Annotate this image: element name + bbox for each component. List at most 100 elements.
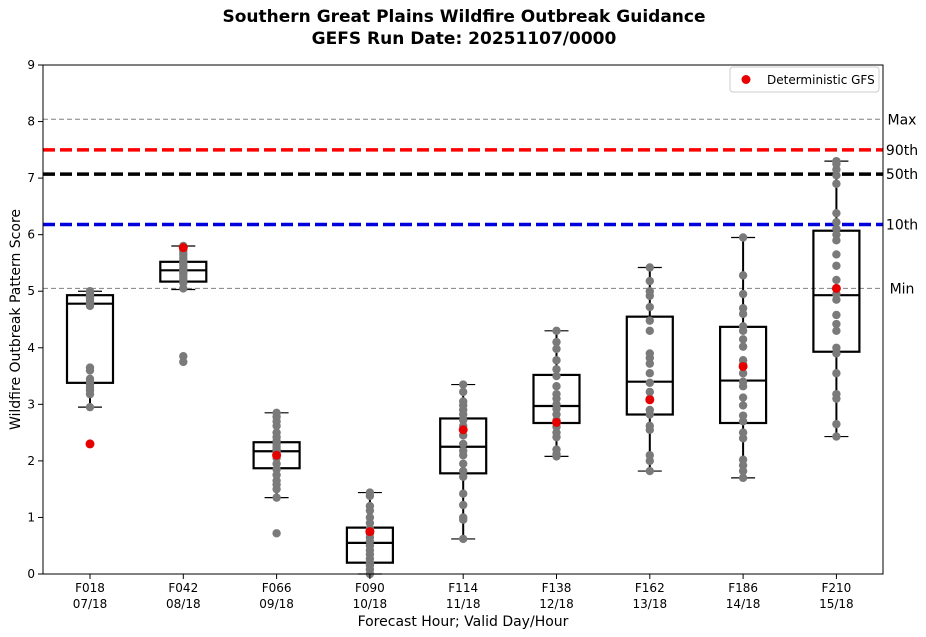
ensemble-point-f162 — [645, 291, 654, 300]
x-tick-label-valid: 13/18 — [633, 597, 668, 611]
deterministic-gfs-point-f186 — [738, 361, 748, 371]
ensemble-point-f186 — [738, 335, 748, 344]
legend-deterministic-marker — [741, 75, 751, 84]
deterministic-gfs-point-f018 — [85, 439, 95, 449]
ensemble-point-f210 — [832, 369, 841, 378]
ensemble-point-f114 — [459, 472, 468, 481]
chart-title: Southern Great Plains Wildfire Outbreak … — [223, 7, 706, 27]
ensemble-point-f066 — [272, 421, 281, 431]
reference-label-90th: 90th — [886, 143, 918, 159]
ensemble-point-f138 — [552, 337, 561, 347]
ensemble-point-f210 — [832, 349, 841, 358]
ensemble-point-f018 — [85, 389, 95, 399]
ensemble-point-f186 — [738, 466, 748, 476]
deterministic-gfs-point-f210 — [831, 283, 841, 293]
x-tick-label-hour: F042 — [168, 581, 198, 595]
y-tick-label: 1 — [27, 510, 35, 524]
ensemble-point-f210 — [832, 419, 841, 429]
ensemble-point-f210 — [832, 236, 841, 245]
ensemble-point-f186 — [738, 473, 748, 483]
ensemble-point-f186 — [738, 271, 748, 280]
ensemble-point-f042 — [179, 357, 188, 367]
deterministic-gfs-point-f066 — [272, 450, 282, 460]
x-axis-label: Forecast Hour; Valid Day/Hour — [358, 614, 569, 630]
reference-label-min: Min — [890, 281, 915, 297]
ensemble-point-f210 — [832, 261, 841, 270]
ensemble-point-f138 — [552, 356, 561, 365]
y-tick-label: 4 — [27, 341, 35, 355]
ensemble-point-f210 — [832, 432, 841, 441]
y-tick-label: 5 — [27, 284, 35, 298]
ensemble-point-f066 — [272, 529, 281, 538]
ensemble-point-f114 — [459, 387, 468, 397]
ensemble-point-f114 — [459, 459, 468, 468]
ensemble-point-f114 — [459, 380, 468, 389]
ensemble-point-f210 — [832, 179, 841, 188]
ensemble-point-f186 — [738, 382, 748, 391]
ensemble-point-f210 — [832, 326, 841, 336]
ensemble-point-f114 — [459, 439, 468, 449]
ensemble-point-f018 — [85, 301, 95, 311]
reference-label-50th: 50th — [886, 167, 918, 183]
ensemble-point-f186 — [738, 393, 748, 402]
ensemble-point-f186 — [738, 417, 748, 426]
deterministic-gfs-point-f090 — [365, 527, 375, 537]
x-tick-label-valid: 14/18 — [726, 597, 761, 611]
ensemble-point-f114 — [459, 515, 468, 524]
ensemble-point-f186 — [738, 289, 748, 299]
x-tick-label-valid: 07/18 — [73, 597, 108, 611]
plot-area — [43, 118, 883, 579]
ensemble-point-f162 — [645, 369, 654, 378]
ensemble-point-f210 — [832, 310, 841, 320]
ensemble-point-f162 — [645, 456, 654, 466]
ensemble-point-f162 — [645, 466, 654, 476]
deterministic-gfs-point-f042 — [178, 243, 188, 253]
x-tick-label-hour: F138 — [542, 581, 572, 595]
ensemble-point-f138 — [552, 326, 561, 336]
ensemble-point-f210 — [832, 171, 841, 180]
ensemble-point-f162 — [645, 425, 654, 434]
ensemble-point-f138 — [552, 432, 561, 442]
x-tick-label-valid: 10/18 — [353, 597, 388, 611]
ensemble-point-f162 — [645, 326, 654, 336]
deterministic-gfs-point-f114 — [458, 425, 468, 435]
y-tick-label: 0 — [27, 567, 35, 581]
ensemble-point-f162 — [645, 359, 654, 368]
ensemble-point-f162 — [645, 302, 654, 312]
deterministic-gfs-point-f138 — [552, 417, 561, 427]
ensemble-point-f018 — [85, 366, 95, 375]
ensemble-point-f114 — [459, 451, 468, 460]
ensemble-point-f162 — [645, 263, 654, 272]
y-tick-label: 3 — [27, 397, 35, 411]
x-tick-label-valid: 12/18 — [539, 597, 574, 611]
ensemble-point-f162 — [645, 410, 654, 419]
x-tick-label-hour: F090 — [355, 581, 385, 595]
x-tick-label-hour: F186 — [728, 581, 758, 595]
ensemble-point-f210 — [832, 319, 841, 329]
x-tick-label-hour: F018 — [75, 581, 105, 595]
ensemble-point-f210 — [832, 394, 841, 403]
ensemble-point-f114 — [459, 534, 468, 544]
ensemble-point-f186 — [738, 369, 748, 378]
x-tick-label-hour: F162 — [635, 581, 665, 595]
x-tick-label-valid: 09/18 — [259, 597, 294, 611]
x-tick-label-hour: F066 — [262, 581, 292, 595]
legend: Deterministic GFS — [729, 66, 880, 93]
ensemble-point-f186 — [738, 342, 748, 351]
chart-subtitle: GEFS Run Date: 20251107/0000 — [312, 29, 617, 49]
ensemble-point-f138 — [552, 365, 561, 374]
x-tick-label-valid: 15/18 — [819, 597, 854, 611]
ensemble-point-f138 — [552, 371, 561, 381]
y-tick-label: 9 — [27, 58, 35, 72]
ensemble-point-f162 — [645, 316, 654, 325]
y-tick-label: 8 — [27, 115, 35, 129]
ensemble-point-f210 — [832, 250, 841, 259]
x-tick-label-hour: F210 — [821, 581, 851, 595]
reference-label-max: Max — [888, 112, 917, 128]
ensemble-point-f210 — [832, 208, 841, 218]
legend-box — [729, 66, 880, 93]
ensemble-point-f138 — [552, 382, 561, 391]
x-tick-label-hour: F114 — [448, 581, 478, 595]
ensemble-point-f186 — [738, 326, 748, 336]
